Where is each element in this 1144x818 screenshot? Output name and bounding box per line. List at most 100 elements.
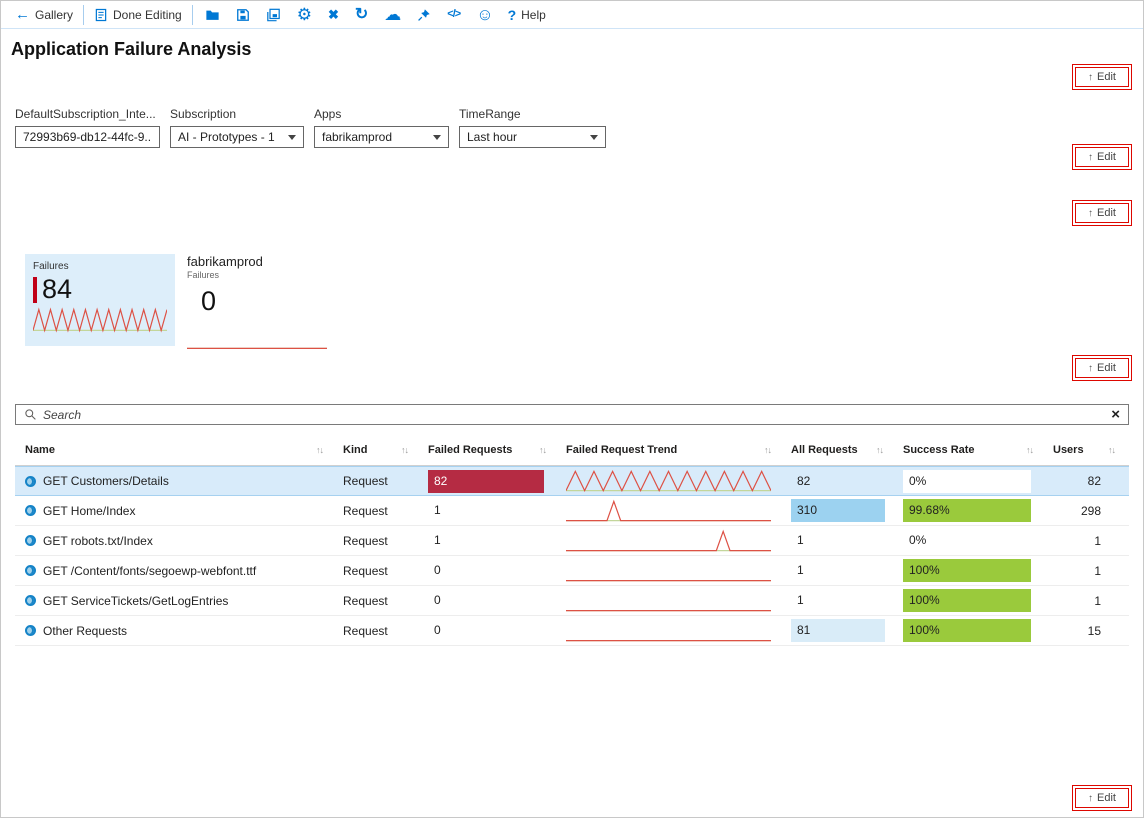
request-icon bbox=[25, 535, 36, 546]
success-rate-bar: 100% bbox=[903, 589, 1032, 612]
document-edit-icon bbox=[94, 8, 108, 22]
failures-sparkline bbox=[33, 307, 167, 333]
dropdown-value: fabrikamprod bbox=[322, 130, 393, 144]
column-header-kind[interactable]: Kind ↑↓ bbox=[337, 444, 422, 456]
request-icon bbox=[25, 595, 36, 606]
table-row[interactable]: GET Customers/Details Request 82 82 0% 8… bbox=[15, 466, 1129, 496]
toolbar-divider bbox=[83, 4, 85, 25]
edit-button[interactable]: ↑ Edit bbox=[1072, 200, 1132, 226]
filter-subscription-id: DefaultSubscription_Inte... bbox=[15, 107, 160, 148]
edit-label: Edit bbox=[1097, 207, 1116, 219]
sort-icon[interactable]: ↑↓ bbox=[1108, 444, 1116, 455]
up-arrow-icon: ↑ bbox=[1088, 362, 1094, 374]
failed-request-trend-sparkline bbox=[566, 529, 771, 553]
search-input[interactable] bbox=[43, 407, 1106, 422]
chevron-down-icon bbox=[288, 134, 296, 140]
failed-requests-bar: 0 bbox=[434, 563, 441, 577]
close-button[interactable]: ✖ bbox=[320, 1, 347, 28]
sort-icon[interactable]: ↑↓ bbox=[1026, 444, 1034, 455]
column-label: Name bbox=[25, 443, 55, 456]
request-kind: Request bbox=[343, 533, 388, 548]
column-header-success-rate[interactable]: Success Rate ↑↓ bbox=[897, 444, 1047, 456]
code-view-button[interactable]: </> bbox=[439, 1, 468, 28]
feedback-button[interactable]: ☺ bbox=[468, 1, 501, 28]
sort-icon[interactable]: ↑↓ bbox=[876, 444, 884, 455]
column-label: Kind bbox=[343, 443, 368, 456]
column-header-all-requests[interactable]: All Requests ↑↓ bbox=[785, 444, 897, 456]
chevron-down-icon bbox=[433, 134, 441, 140]
failed-request-trend-sparkline bbox=[566, 469, 771, 493]
sort-icon[interactable]: ↑↓ bbox=[539, 444, 547, 455]
edit-label: Edit bbox=[1097, 71, 1116, 83]
fabrikamprod-tile[interactable]: fabrikamprod Failures 0 bbox=[187, 254, 332, 351]
sort-icon[interactable]: ↑↓ bbox=[764, 444, 772, 455]
filter-label: Subscription bbox=[170, 107, 237, 121]
subscription-id-input[interactable] bbox=[15, 126, 160, 148]
done-editing-button[interactable]: Done Editing bbox=[88, 1, 188, 28]
clear-search-icon[interactable]: × bbox=[1111, 406, 1120, 423]
column-header-failed-request-trend[interactable]: Failed Request Trend ↑↓ bbox=[560, 444, 785, 456]
column-label: Failed Request Trend bbox=[566, 443, 678, 456]
settings-button[interactable]: ⚙ bbox=[289, 1, 320, 28]
request-icon bbox=[25, 565, 36, 576]
table-header: Name ↑↓ Kind ↑↓ Failed Requests ↑↓ Failed R… bbox=[15, 434, 1129, 466]
failures-tile[interactable]: Failures 84 bbox=[25, 254, 175, 346]
fabrikamprod-sparkline bbox=[187, 325, 327, 351]
back-arrow-icon: ← bbox=[15, 6, 30, 23]
edit-button[interactable]: ↑ Edit bbox=[1072, 785, 1132, 811]
requests-table: Name ↑↓ Kind ↑↓ Failed Requests ↑↓ Failed R… bbox=[15, 434, 1129, 646]
settings-gear-icon: ⚙ bbox=[296, 5, 312, 24]
table-row[interactable]: GET Home/Index Request 1 310 99.68% 298 bbox=[15, 496, 1129, 526]
toolbar-divider bbox=[191, 4, 193, 25]
cloud-button[interactable]: ☁ bbox=[376, 1, 409, 28]
column-header-users[interactable]: Users ↑↓ bbox=[1047, 444, 1129, 456]
page-title: Application Failure Analysis bbox=[11, 39, 252, 59]
request-name: GET /Content/fonts/segoewp-webfont.ttf bbox=[43, 563, 257, 578]
all-requests-bar: 1 bbox=[797, 593, 804, 607]
open-button[interactable] bbox=[197, 1, 228, 28]
edit-button[interactable]: ↑ Edit bbox=[1072, 144, 1132, 170]
gallery-label: Gallery bbox=[35, 7, 74, 22]
help-button[interactable]: ? Help bbox=[502, 1, 552, 28]
save-as-button[interactable] bbox=[258, 1, 289, 28]
fabrikamprod-failures-value: 0 bbox=[201, 286, 217, 316]
column-header-failed-requests[interactable]: Failed Requests ↑↓ bbox=[422, 444, 560, 456]
chevron-down-icon bbox=[590, 134, 598, 140]
table-row[interactable]: Other Requests Request 0 81 100% 15 bbox=[15, 616, 1129, 646]
help-label: Help bbox=[521, 7, 546, 22]
all-requests-bar: 1 bbox=[797, 533, 804, 547]
table-row[interactable]: GET robots.txt/Index Request 1 1 0% 1 bbox=[15, 526, 1129, 556]
request-kind: Request bbox=[343, 623, 388, 638]
up-arrow-icon: ↑ bbox=[1088, 151, 1094, 163]
tile-title: fabrikamprod bbox=[187, 254, 263, 269]
filter-label: Apps bbox=[314, 107, 342, 121]
smiley-icon: ☺ bbox=[476, 5, 494, 24]
subscription-id-field[interactable] bbox=[23, 130, 152, 144]
apps-dropdown[interactable]: fabrikamprod bbox=[314, 126, 449, 148]
sort-icon[interactable]: ↑↓ bbox=[401, 444, 409, 455]
filters-bar: DefaultSubscription_Inte... Subscription… bbox=[15, 107, 606, 148]
save-button[interactable] bbox=[228, 1, 258, 28]
search-icon bbox=[24, 408, 37, 421]
table-row[interactable]: GET ServiceTickets/GetLogEntries Request… bbox=[15, 586, 1129, 616]
filter-subscription: Subscription AI - Prototypes - 1 bbox=[170, 107, 304, 148]
edit-button[interactable]: ↑ Edit bbox=[1072, 355, 1132, 381]
gallery-button[interactable]: ← Gallery bbox=[9, 1, 79, 28]
code-icon: </> bbox=[447, 8, 461, 20]
pin-button[interactable] bbox=[409, 1, 439, 28]
timerange-dropdown[interactable]: Last hour bbox=[459, 126, 606, 148]
edit-button[interactable]: ↑ Edit bbox=[1072, 64, 1132, 90]
refresh-button[interactable]: ↻ bbox=[347, 1, 376, 28]
success-rate-bar: 100% bbox=[903, 559, 1032, 582]
filter-label: TimeRange bbox=[459, 107, 521, 121]
column-header-name[interactable]: Name ↑↓ bbox=[15, 444, 337, 456]
save-copy-icon bbox=[266, 8, 281, 22]
save-icon bbox=[236, 8, 250, 22]
search-bar[interactable]: × bbox=[15, 404, 1129, 425]
request-kind: Request bbox=[343, 474, 388, 488]
sort-icon[interactable]: ↑↓ bbox=[316, 444, 324, 455]
request-kind: Request bbox=[343, 563, 388, 578]
table-row[interactable]: GET /Content/fonts/segoewp-webfont.ttf R… bbox=[15, 556, 1129, 586]
subscription-dropdown[interactable]: AI - Prototypes - 1 bbox=[170, 126, 304, 148]
